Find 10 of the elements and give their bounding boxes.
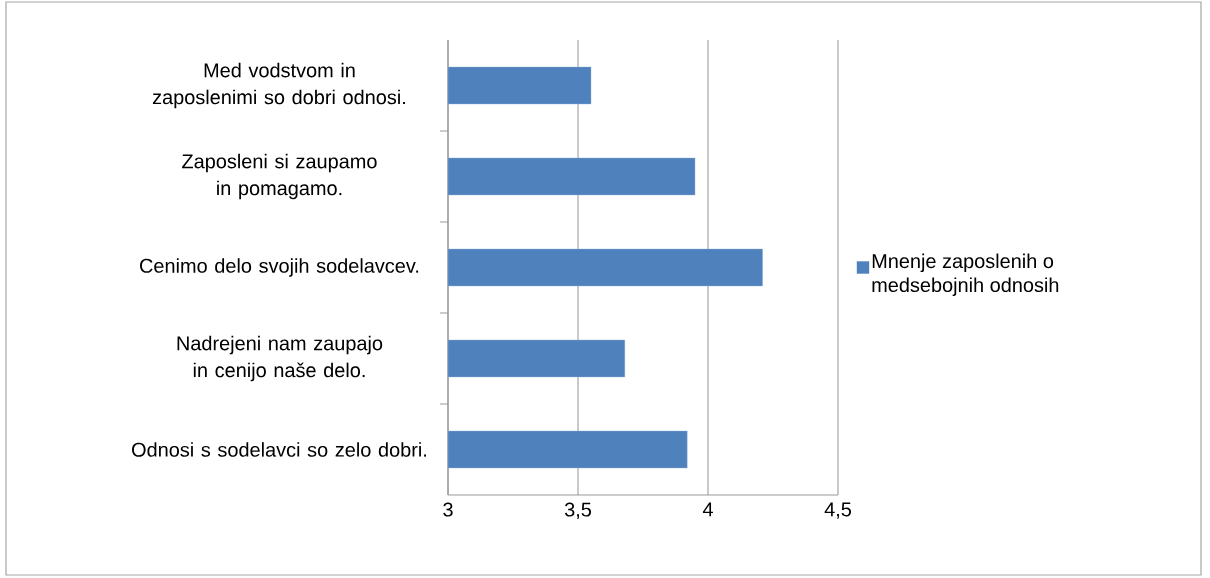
x-tick-label: 4 xyxy=(702,502,713,517)
x-tick-label: 4,5 xyxy=(824,502,852,519)
y-tick-label: Med vodstvom in zaposlenimi so dobri odnosi. xyxy=(152,62,405,109)
y-tick-label: Nadrejeni nam zaupajo in cenijo naše delo. xyxy=(177,335,383,382)
x-tick-label: 3 xyxy=(443,502,453,517)
y-tick-label: Cenimo delo svojih sodelavcev. xyxy=(140,258,419,277)
x-tick-label: 3,5 xyxy=(564,502,592,519)
y-tick-label: Zaposleni si zaupamo in pomagamo. xyxy=(182,153,377,200)
y-tick-label: Odnosi s sodelavci so zelo dobri. xyxy=(132,442,427,457)
legend-label: Mnenje zaposlenih o medsebojnih odnosih xyxy=(872,253,1059,297)
